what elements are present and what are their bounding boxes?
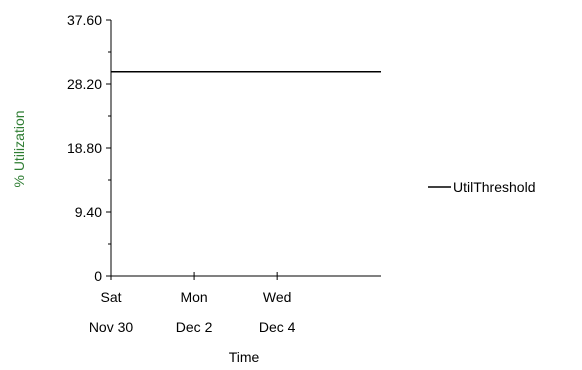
x-tick-label-date: Dec 2 [176, 319, 213, 335]
y-tick-label: 37.60 [67, 12, 102, 28]
y-axis-ticks: 0 9.40 18.80 28.20 37.60 [67, 12, 111, 284]
y-tick-label: 0 [94, 268, 102, 284]
legend-label: UtilThreshold [453, 179, 535, 195]
y-tick-label: 28.20 [67, 76, 102, 92]
y-axis-title: % Utilization [11, 110, 27, 187]
x-tick-label-day: Sat [100, 289, 121, 305]
y-tick-label: 18.80 [67, 140, 102, 156]
x-tick-label-date: Dec 4 [259, 319, 296, 335]
x-axis-title: Time [229, 349, 260, 365]
legend: UtilThreshold [428, 179, 535, 195]
x-tick-label-date: Nov 30 [89, 319, 134, 335]
x-tick-label-day: Wed [263, 289, 292, 305]
x-axis-ticks: Sat Nov 30 Mon Dec 2 Wed Dec 4 [89, 272, 296, 335]
y-tick-label: 9.40 [75, 204, 102, 220]
x-tick-label-day: Mon [180, 289, 207, 305]
